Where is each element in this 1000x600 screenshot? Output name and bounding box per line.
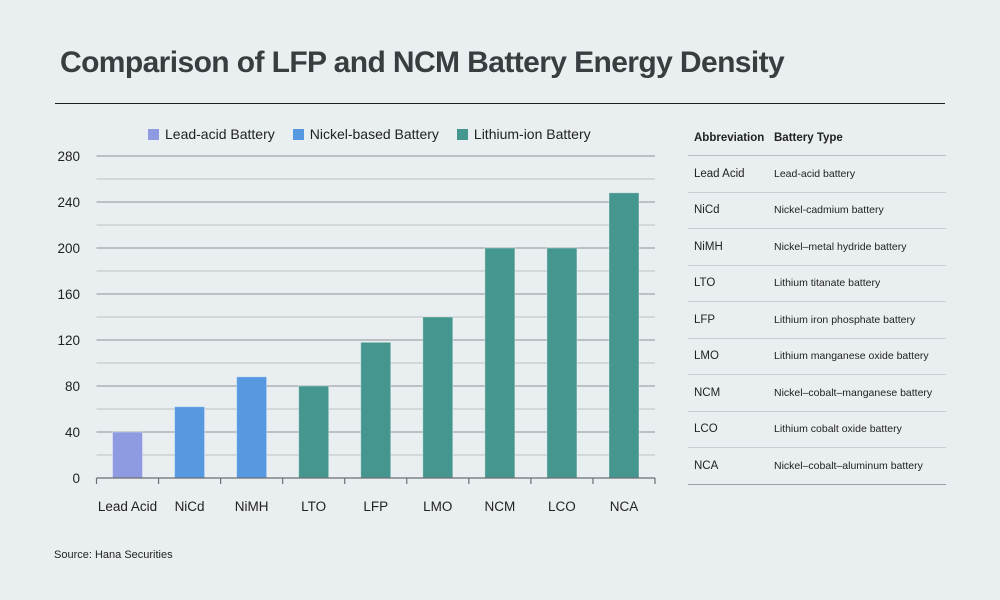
cell-battery-type: Nickel–cobalt–manganese battery: [774, 386, 933, 399]
bar-nicd: [174, 406, 206, 479]
x-tick-label: LTO: [301, 499, 326, 514]
cell-abbreviation: NCA: [694, 459, 719, 472]
header-battery-type: Battery Type: [774, 131, 843, 144]
cell-abbreviation: LCO: [694, 423, 718, 436]
x-tick-label: NCA: [610, 499, 639, 514]
legend-swatch-lithium: [456, 128, 468, 140]
cell-battery-type: Lithium titanate battery: [774, 277, 881, 290]
cell-battery-type: Nickel–metal hydride battery: [774, 240, 907, 253]
abbreviation-table: Abbreviation Battery Type Lead Acid Lead-…: [688, 120, 946, 485]
cell-abbreviation: Lead Acid: [694, 167, 745, 180]
bar-lto: [298, 385, 330, 479]
x-axis: Lead Acid NiCd NiMH LTO LFP LMO NCM LCO NCA: [95, 477, 656, 514]
table-row: NCM Nickel–cobalt–manganese battery: [688, 375, 946, 412]
cell-abbreviation: NiMH: [694, 240, 723, 253]
y-tick-label: 160: [57, 287, 80, 302]
chart-legend: Lead-acid Battery Nickel-based Battery L…: [148, 126, 591, 142]
y-tick-label: 120: [57, 333, 80, 348]
cell-battery-type: Nickel-cadmium battery: [774, 204, 884, 217]
legend-swatch-lead-acid: [148, 128, 159, 140]
y-axis-ticks: 0 40 80 120 160 200 240 280: [57, 149, 80, 486]
x-tick-label: NiMH: [235, 499, 269, 514]
cell-abbreviation: LTO: [694, 277, 716, 290]
table-header: Abbreviation Battery Type: [688, 120, 946, 156]
cell-battery-type: Lithium iron phosphate battery: [774, 313, 916, 326]
title-divider: [55, 103, 945, 104]
legend-item-lithium: Lithium-ion Battery: [456, 126, 591, 142]
cell-battery-type: Lead-acid battery: [774, 167, 856, 180]
cell-abbreviation: NCM: [694, 386, 721, 399]
bar-nca: [608, 192, 640, 479]
x-tick-label: NCM: [484, 499, 515, 514]
header-abbreviation: Abbreviation: [694, 131, 765, 144]
y-tick-label: 0: [72, 471, 80, 486]
legend-label: Lead-acid Battery: [165, 126, 275, 142]
cell-abbreviation: LMO: [694, 350, 719, 363]
table-row: NiCd Nickel-cadmium battery: [688, 193, 946, 229]
bar-nimh: [236, 376, 268, 479]
cell-battery-type: Lithium manganese oxide battery: [774, 350, 929, 363]
table-row: LMO Lithium manganese oxide battery: [688, 339, 946, 375]
bar-chart: 0 40 80 120 160 200 240 280 Lead Acid NiCd NiMH LT…: [57, 149, 656, 514]
y-tick-label: 200: [57, 241, 80, 256]
x-tick-label: Lead Acid: [98, 499, 157, 514]
page-title: Comparison of LFP and NCM Battery Energy…: [60, 46, 785, 79]
cell-battery-type: Lithium cobalt oxide battery: [774, 423, 902, 436]
y-tick-label: 40: [65, 425, 80, 440]
x-tick-label: LFP: [363, 499, 388, 514]
legend-label: Nickel-based Battery: [309, 126, 439, 142]
bars: [112, 192, 640, 479]
table-row: NCA Nickel–cobalt–aluminum battery: [688, 448, 946, 485]
legend-swatch-nickel: [292, 128, 304, 140]
table-row: LFP Lithium iron phosphate battery: [688, 302, 946, 339]
source-note: Source: Hana Securities: [54, 549, 173, 561]
y-tick-label: 280: [57, 149, 80, 164]
table-body: Lead Acid Lead-acid battery NiCd Nickel-cad…: [688, 156, 946, 485]
cell-battery-type: Nickel–cobalt–aluminum battery: [774, 459, 923, 472]
cell-abbreviation: LFP: [694, 313, 716, 326]
table-row: LCO Lithium cobalt oxide battery: [688, 412, 946, 448]
x-tick-label: NiCd: [175, 499, 205, 514]
x-tick-label: LCO: [548, 499, 576, 514]
cell-abbreviation: NiCd: [694, 204, 720, 217]
bar-lmo: [422, 316, 454, 479]
table-row: LTO Lithium titanate battery: [688, 266, 946, 302]
legend-label: Lithium-ion Battery: [473, 126, 591, 142]
x-tick-label: LMO: [423, 499, 452, 514]
bar-lead-acid: [112, 431, 144, 479]
y-tick-label: 80: [65, 379, 80, 394]
y-tick-label: 240: [57, 195, 80, 210]
bar-lco: [546, 247, 578, 479]
table-row: Lead Acid Lead-acid battery: [688, 156, 946, 193]
bar-ncm: [484, 247, 516, 479]
legend-item-nickel: Nickel-based Battery: [292, 126, 439, 142]
legend-item-lead-acid: Lead-acid Battery: [148, 126, 275, 142]
table-row: NiMH Nickel–metal hydride battery: [688, 229, 946, 266]
bar-lfp: [360, 341, 392, 479]
